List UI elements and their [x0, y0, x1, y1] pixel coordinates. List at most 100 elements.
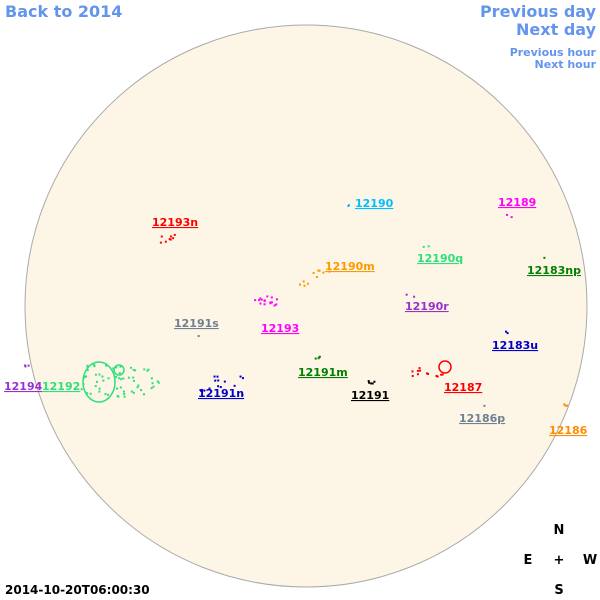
sunspot: [216, 375, 219, 378]
sunspot: [132, 391, 135, 394]
sunspot: [132, 379, 135, 382]
sunspot: [119, 386, 122, 389]
sunspot: [564, 404, 567, 407]
sunspot: [157, 381, 160, 384]
sunspot: [239, 375, 242, 378]
sunspot: [418, 367, 421, 370]
sunspot: [197, 335, 200, 338]
sunspot: [317, 357, 320, 360]
region-label[interactable]: 12191n: [198, 387, 244, 400]
next-hour-link[interactable]: Next hour: [535, 58, 597, 71]
sunspot: [263, 303, 266, 306]
sunspot: [98, 387, 101, 390]
sunspot: [98, 390, 101, 393]
region-label[interactable]: 12186: [549, 424, 588, 437]
previous-day-link[interactable]: Previous day: [480, 2, 597, 21]
region-label[interactable]: 12189: [498, 196, 536, 209]
region-label[interactable]: 12190r: [405, 300, 449, 313]
sunspot-umbra: [438, 360, 452, 374]
sunspot: [117, 395, 120, 398]
sunspot: [172, 237, 175, 240]
sunspot: [322, 271, 325, 274]
sunspot: [483, 404, 486, 407]
previous-hour-link[interactable]: Previous hour: [510, 46, 597, 59]
sunspot: [115, 366, 118, 369]
sunspot: [146, 369, 149, 372]
sunspot: [416, 373, 419, 376]
sunspot: [425, 372, 428, 375]
sunspot: [123, 392, 126, 395]
sunspot: [130, 390, 133, 393]
sunspot: [566, 404, 569, 407]
sunspot: [441, 373, 444, 376]
sunspot: [160, 235, 163, 238]
sunspot: [200, 389, 203, 392]
region-label[interactable]: 12187: [444, 381, 482, 394]
sunspot: [132, 376, 135, 379]
sunspot: [120, 378, 123, 381]
sunspot: [147, 368, 150, 371]
sunspot: [543, 256, 546, 259]
sunspot: [119, 365, 122, 368]
region-label[interactable]: 12190q: [417, 252, 463, 265]
next-day-link[interactable]: Next day: [516, 20, 597, 39]
sunspot: [112, 367, 115, 370]
region-label[interactable]: 12186p: [459, 412, 505, 425]
region-label[interactable]: 12183np: [527, 264, 581, 277]
sunspot: [219, 386, 222, 389]
sunspot: [137, 384, 140, 387]
region-label[interactable]: 12191: [351, 389, 389, 402]
sunspot: [94, 373, 97, 376]
region-label[interactable]: 12190m: [325, 260, 375, 273]
region-label[interactable]: 12190: [355, 197, 394, 210]
sunspot: [510, 216, 513, 219]
sunspot: [269, 302, 272, 305]
sunspot: [101, 375, 104, 378]
sunspot: [328, 270, 331, 273]
sunspot: [302, 280, 305, 283]
sunspot: [275, 303, 278, 306]
sunspot: [411, 375, 414, 378]
sunspot: [259, 302, 262, 305]
timestamp: 2014-10-20T06:00:30: [5, 583, 150, 597]
back-link[interactable]: Back to 2014: [5, 2, 122, 21]
sunspot: [86, 392, 89, 395]
sunspot: [107, 393, 110, 396]
sunspot: [436, 375, 439, 378]
sunspot: [150, 387, 153, 390]
sunspot: [89, 392, 92, 395]
region-label[interactable]: 12192: [42, 380, 80, 393]
sunspot: [270, 301, 273, 304]
region-label[interactable]: 12191m: [298, 366, 348, 379]
sunspot: [435, 374, 438, 377]
sunspot: [241, 393, 244, 396]
sunspot: [405, 293, 408, 296]
sunspot: [233, 384, 236, 387]
sunspot: [136, 386, 139, 389]
sunspot: [86, 369, 89, 372]
sunspot: [208, 387, 211, 390]
compass-center: +: [554, 553, 565, 568]
sunspot: [506, 332, 509, 335]
region-label[interactable]: 12194: [4, 380, 43, 393]
sunspot: [371, 382, 374, 385]
compass-w: W: [583, 553, 597, 568]
sunspot: [104, 393, 107, 396]
region-label[interactable]: 12183u: [492, 339, 538, 352]
sunspot: [118, 372, 121, 375]
sunspot: [122, 390, 125, 393]
sunspot: [93, 365, 96, 368]
sunspot: [156, 380, 159, 383]
sunspot: [107, 377, 110, 380]
region-label[interactable]: 12193: [261, 322, 299, 335]
sunspot: [413, 295, 416, 298]
sunspot: [258, 298, 261, 301]
sunspot: [303, 284, 306, 287]
region-label[interactable]: 12191s: [174, 317, 219, 330]
sunspot: [24, 365, 27, 368]
sunspot: [98, 373, 101, 376]
sunspot: [270, 296, 273, 299]
sunspot: [151, 382, 154, 385]
sunspot: [416, 369, 419, 372]
region-label[interactable]: 12193n: [152, 216, 198, 229]
